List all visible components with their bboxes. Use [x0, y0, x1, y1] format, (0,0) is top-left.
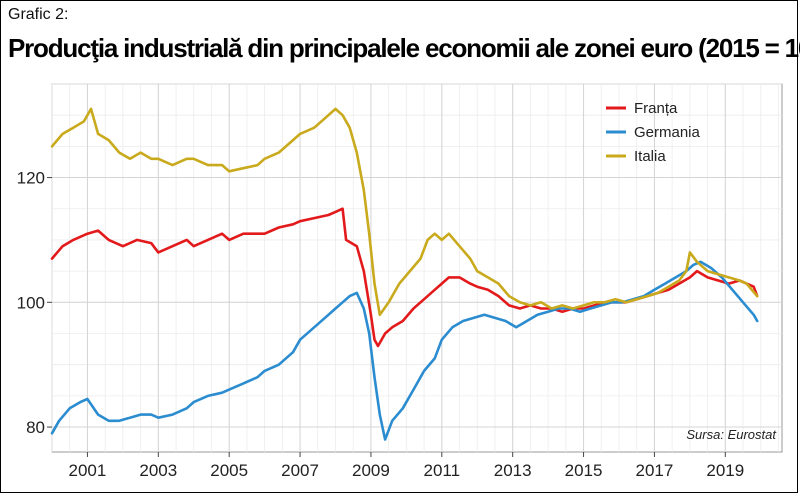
- x-tick-label: 2005: [210, 461, 248, 480]
- x-tick-label: 2007: [281, 461, 319, 480]
- x-tick-label: 2011: [424, 461, 461, 480]
- y-tick-label: 120: [17, 169, 45, 188]
- series-lines: [50, 107, 759, 441]
- chart-title: Producţia industrială din principalele e…: [8, 33, 800, 63]
- legend-label: Germania: [634, 124, 701, 141]
- legend-label: Franța: [634, 100, 678, 117]
- x-tick-label: 2009: [352, 461, 390, 480]
- x-tick-label: 2015: [565, 461, 603, 480]
- x-tick-label: 2013: [494, 461, 532, 480]
- y-tick-label: 80: [26, 418, 45, 437]
- figure-kicker: Grafic 2:: [8, 6, 69, 23]
- series-line-italia: [50, 107, 759, 317]
- y-tick-label: 100: [17, 293, 45, 312]
- x-tick-label: 2019: [706, 461, 744, 480]
- series-line-germania: [50, 260, 759, 441]
- x-tick-label: 2003: [139, 461, 177, 480]
- legend: Franța Germania Italia: [606, 100, 701, 165]
- legend-label: Italia: [634, 148, 666, 165]
- axes: 80 100 120 2001 2003 2005 2007 2009 2011 2013 2015…: [17, 169, 745, 480]
- x-tick-label: 2001: [69, 461, 107, 480]
- source-note: Sursa: Eurostat: [686, 427, 777, 442]
- x-tick-label: 2017: [636, 461, 674, 480]
- plot-panel: [51, 83, 783, 453]
